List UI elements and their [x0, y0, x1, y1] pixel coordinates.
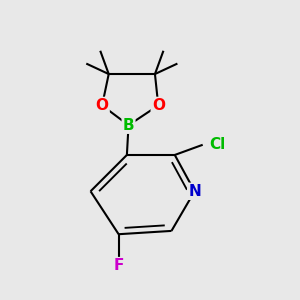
Text: O: O: [96, 98, 109, 113]
Text: O: O: [152, 98, 165, 113]
Text: B: B: [123, 118, 134, 133]
Text: F: F: [113, 258, 124, 273]
Text: Cl: Cl: [209, 137, 226, 152]
Text: N: N: [188, 184, 201, 199]
